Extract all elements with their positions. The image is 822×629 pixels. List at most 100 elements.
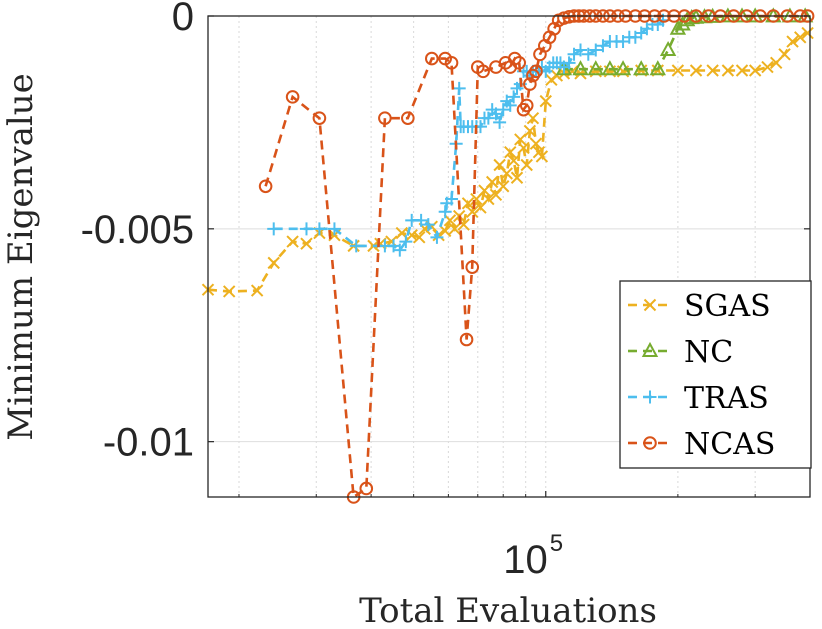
data-point-ncas [465,260,480,274]
data-point-tras [452,81,466,95]
data-point-tras [299,222,313,236]
data-point-nc [659,40,677,57]
x-axis-label: Total Evaluations [359,591,657,629]
data-point-ncas [312,111,327,125]
data-point-tras [438,205,452,219]
data-point-tras [445,192,459,206]
data-point-tras [327,222,341,236]
data-point-sgas [735,64,749,77]
data-point-sgas [706,64,719,77]
legend-label-nc: NC [684,335,733,370]
data-point-ncas [459,332,474,347]
data-point-ncas [507,51,522,66]
data-point-sgas [801,26,814,40]
data-point-nc [633,60,650,76]
data-point-sgas [535,150,549,163]
legend-item-tras: TRAS [628,381,769,416]
data-point-ncas [378,111,392,125]
data-point-tras [496,103,510,117]
data-point-ncas [425,51,439,66]
data-point-sgas [794,31,807,44]
legend-label-sgas: SGAS [684,289,771,324]
data-point-tras [421,218,435,232]
data-point-ncas [562,10,576,24]
data-point-ncas [529,64,543,79]
data-point-tras [581,47,595,61]
data-point-sgas [438,224,452,238]
tick-layer: 0 -0.005 -0.01 10 5 [81,0,810,582]
data-point-sgas [267,256,280,270]
legend-marker-tras [643,390,657,404]
data-point-sgas [671,64,685,77]
data-point-sgas [689,64,703,77]
data-point-tras [393,243,407,257]
data-point-nc [649,60,666,76]
data-point-sgas [507,154,520,167]
data-point-ncas [359,481,374,496]
legend-marker-nc [641,341,659,357]
data-point-tras [596,39,610,53]
data-point-ncas [519,98,534,113]
data-point-tras [589,43,603,57]
data-point-sgas [510,171,524,184]
data-point-sgas [497,180,510,193]
data-point-nc [572,60,589,76]
data-point-sgas [485,175,499,189]
y-axis-label: Minimum Eigenvalue [1,73,41,441]
data-point-sgas [461,197,475,210]
data-point-nc [669,19,687,35]
x-tick-label-base: 10 [503,538,548,582]
data-point-tras [507,90,521,104]
data-point-nc [614,60,632,76]
data-point-sgas [721,64,735,77]
y-tick-label: 0 [172,0,194,39]
y-tick-label: -0.005 [81,208,194,252]
data-point-tras [481,111,495,125]
data-point-sgas [286,235,299,248]
data-point-ncas [401,111,415,125]
data-point-sgas [443,214,457,227]
legend-marker-sgas [643,298,657,312]
data-point-ncas [444,56,459,70]
series-layer [201,7,815,504]
legend-label-ncas: NCAS [684,427,775,462]
data-point-nc [601,60,619,76]
data-point-ncas [512,56,527,70]
data-point-sgas [761,60,774,74]
axes-box [207,15,811,498]
data-point-tras [489,107,503,121]
data-point-tras [349,239,363,253]
data-point-sgas [448,222,461,236]
legend-marker-ncas [643,436,657,450]
data-point-sgas [300,237,313,250]
data-point-sgas [250,284,264,297]
data-point-tras [399,235,413,249]
data-point-sgas [786,35,799,48]
data-point-tras [267,222,281,236]
data-point-sgas [778,48,791,61]
x-tick-label-exponent: 5 [550,530,563,557]
y-tick-label: -0.01 [103,421,194,465]
legend-item-sgas: SGAS [628,289,771,324]
data-point-ncas [258,179,273,194]
data-point-tras [312,222,326,236]
data-point-sgas [539,94,552,108]
data-point-sgas [466,205,479,219]
data-point-tras [414,213,428,227]
data-point-sgas [413,231,426,244]
data-point-tras [574,43,588,57]
data-point-tras [562,56,576,70]
data-point-sgas [517,141,530,155]
legend-item-ncas: NCAS [628,427,775,462]
data-point-sgas [529,137,543,150]
data-point-ncas [523,77,537,91]
data-point-sgas [482,192,495,206]
data-point-tras [503,98,517,112]
data-point-sgas [526,111,540,125]
data-point-sgas [748,64,762,77]
data-point-ncas [285,90,300,104]
data-point-sgas [523,124,537,138]
data-point-sgas [520,158,533,172]
data-point-nc [587,60,604,76]
